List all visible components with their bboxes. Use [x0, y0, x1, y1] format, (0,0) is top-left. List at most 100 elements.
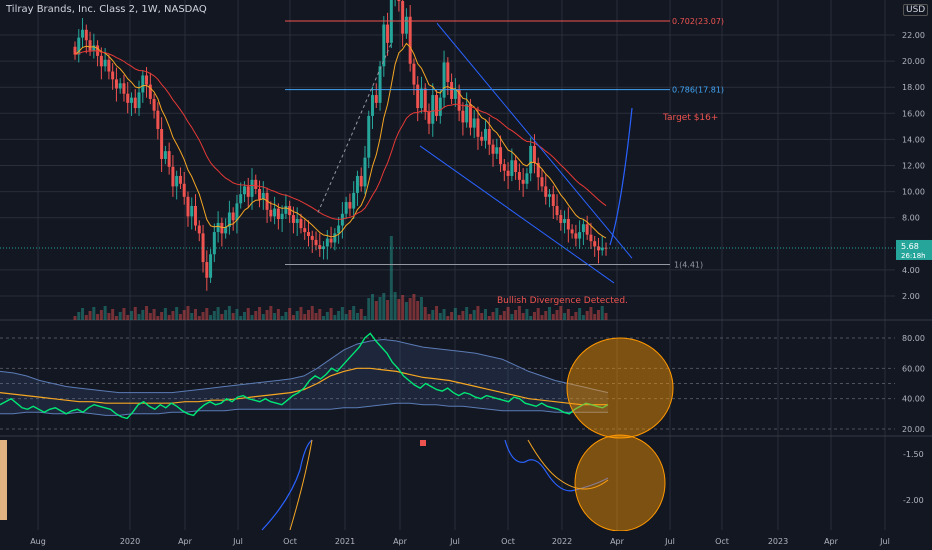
volume-bar-104 [465, 307, 469, 320]
osc-blue-line-2 [504, 439, 609, 492]
volume-bar-56 [284, 312, 288, 320]
candle-body-53 [273, 208, 277, 217]
price-axis[interactable]: 22.00 20.00 18.00 16.00 14.00 12.00 10.00 8.00 4… [0, 31, 932, 301]
volume-bar-52 [269, 306, 273, 320]
volume-bar-91 [416, 301, 420, 320]
candle-body-70 [337, 225, 341, 234]
volume-bar-6 [96, 314, 100, 320]
rsi-band-fill [0, 339, 608, 416]
candle-body-126 [548, 194, 552, 197]
volume-bar-103 [461, 311, 465, 320]
rsi-upper-band [0, 338, 609, 394]
candle-body-115 [506, 170, 510, 176]
candle-body-123 [536, 162, 540, 178]
volume-bar-14 [126, 315, 130, 320]
volume-bar-34 [201, 312, 205, 320]
rsi-tick-1: 60.00 [902, 364, 925, 373]
price-tick-5: 12.00 [902, 162, 925, 171]
last-price-value: 5.68 [901, 242, 919, 251]
volume-bar-48 [254, 311, 258, 320]
volume-bar-136 [585, 311, 589, 320]
candle-body-108 [480, 136, 484, 141]
candle-body-48 [254, 179, 258, 189]
volume-bars [73, 236, 608, 320]
volume-bar-58 [291, 315, 295, 320]
candle-body-66 [322, 246, 326, 250]
volume-bar-92 [419, 297, 423, 320]
volume-bar-4 [88, 311, 92, 320]
volume-bar-71 [340, 307, 344, 320]
fib-levels: 0.702(23.07) 0.786(17.81) 1(4.41) [285, 17, 724, 270]
osc-tick-0: -1.50 [903, 450, 924, 459]
candle-body-86 [397, 0, 401, 2]
rsi-line [0, 332, 609, 420]
price-tick-7: 8.00 [902, 214, 920, 223]
volume-bar-37 [212, 311, 216, 320]
time-tick-7: Jul [449, 537, 460, 546]
candle-body-135 [581, 224, 585, 233]
candle-body-81 [378, 66, 382, 103]
projection-arrow [609, 108, 633, 246]
volume-bar-129 [559, 306, 563, 320]
price-tick-9: 2.00 [902, 292, 920, 301]
candle-body-96 [435, 95, 439, 116]
candle-body-63 [310, 235, 314, 240]
candle-body-8 [103, 59, 107, 67]
candle-body-43 [235, 203, 239, 221]
symbol-legend[interactable]: Tilray Brands, Inc. Class 2, 1W, NASDAQ [6, 4, 207, 15]
candle-body-136 [585, 224, 589, 235]
time-tick-4: Oct [283, 537, 297, 546]
candle-body-93 [423, 88, 427, 112]
volume-bar-15 [129, 311, 133, 320]
candle-body-80 [374, 95, 378, 103]
time-tick-12: Oct [715, 537, 729, 546]
volume-bar-101 [453, 308, 457, 320]
candle-body-72 [344, 202, 348, 214]
volume-bar-31 [190, 313, 194, 320]
osc-histogram-mark [420, 440, 426, 446]
rsi-lower-band [0, 402, 608, 416]
candle-body-39 [220, 222, 224, 234]
candle-body-2 [81, 29, 85, 38]
candle-body-15 [129, 97, 133, 103]
candle-body-47 [250, 179, 254, 197]
volume-bar-113 [499, 315, 503, 320]
volume-bar-44 [239, 316, 243, 320]
candle-body-131 [566, 219, 570, 230]
candle-body-29 [182, 183, 186, 197]
candle-body-118 [517, 172, 521, 180]
candle-body-30 [186, 196, 190, 217]
time-axis[interactable]: Aug 2020 Apr Jul Oct 2021 Apr Jul Oct 2022 Apr Jul O… [0, 531, 932, 550]
time-tick-8: Oct [501, 537, 515, 546]
candle-body-68 [329, 238, 333, 243]
volume-bar-10 [111, 309, 115, 320]
chart-labels: Target $16+ Bullish Divergence Detected. [497, 113, 718, 306]
volume-bar-12 [118, 312, 122, 320]
volume-bar-69 [333, 315, 337, 320]
volume-bar-97 [438, 313, 442, 320]
rsi-panel: 80.00 60.00 40.00 20.00 [0, 332, 925, 439]
moving-averages [74, 42, 607, 239]
currency-button[interactable]: USD [903, 4, 929, 16]
candle-body-36 [209, 254, 213, 278]
volume-bar-108 [480, 313, 484, 320]
candle-body-9 [107, 59, 111, 72]
candle-body-113 [499, 147, 503, 165]
candle-body-24 [163, 151, 167, 159]
candle-body-117 [514, 160, 518, 173]
volume-bar-88 [404, 302, 408, 320]
candle-body-60 [299, 219, 303, 229]
dashed-trend [317, 41, 393, 213]
time-tick-2: Apr [178, 537, 193, 546]
volume-bar-45 [242, 312, 246, 320]
candle-body-21 [152, 98, 156, 111]
candle-body-109 [483, 128, 487, 141]
last-price-countdown: 26:18h [901, 252, 926, 260]
ema-fast-line [74, 42, 607, 239]
price-candles [73, 0, 608, 291]
volume-bar-24 [163, 308, 167, 320]
candle-body-92 [419, 88, 423, 109]
candle-body-0 [73, 46, 77, 55]
candle-body-75 [355, 175, 359, 193]
